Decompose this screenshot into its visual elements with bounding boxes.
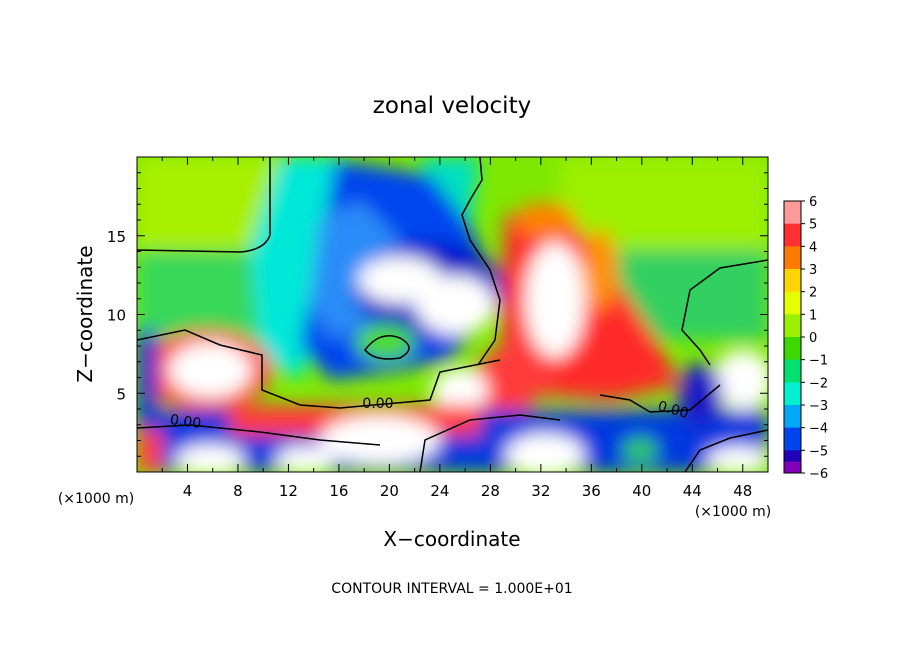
x-tick-label: 32 xyxy=(531,482,550,500)
colorbar-tick-label: 0 xyxy=(809,331,817,346)
colorbar-tick-label: −4 xyxy=(809,422,828,437)
colorbar-swatch xyxy=(784,382,801,406)
x-tick-label: 8 xyxy=(233,482,243,500)
contour-label: 0.00 xyxy=(362,396,393,412)
y-axis-label: Z−coordinate xyxy=(73,245,97,382)
contour-interval-note: CONTOUR INTERVAL = 1.000E+01 xyxy=(331,581,572,597)
colorbar-tick-label: −5 xyxy=(809,444,828,459)
colorbar-swatch xyxy=(784,405,801,429)
colorbar: 6 5 4 3 2 1 0 −1 −2 −3 −4 −5 −6 xyxy=(783,195,828,482)
colorbar-swatch xyxy=(784,223,801,247)
x-unit-right: (×1000 m) xyxy=(695,504,771,520)
colorbar-swatch xyxy=(784,427,801,451)
plot-area: 0.00 0.00 0.00 4 8 12 16 20 24 28 32 36 40 44 48 51… xyxy=(107,156,769,500)
x-tick-label: 36 xyxy=(582,482,601,500)
zero-contours xyxy=(137,157,768,472)
colorbar-swatch xyxy=(784,291,801,315)
colorbar-tick-label: 4 xyxy=(809,240,817,255)
x-ticks: 4 8 12 16 20 24 28 32 36 40 44 48 xyxy=(161,157,752,500)
colorbar-tick-label: −1 xyxy=(809,354,828,369)
y-tick-label: 10 xyxy=(107,307,126,325)
colorbar-swatch xyxy=(784,269,801,293)
colorbar-tick-label: −2 xyxy=(809,376,828,391)
colorbar-tick-label: 5 xyxy=(809,218,817,233)
y-ticks: 5 10 15 xyxy=(107,172,768,457)
x-axis-label: X−coordinate xyxy=(383,527,520,551)
colorbar-swatch xyxy=(784,246,801,270)
x-tick-label: 12 xyxy=(279,482,298,500)
x-tick-label: 20 xyxy=(380,482,399,500)
y-tick-label: 5 xyxy=(116,385,126,403)
x-tick-label: 4 xyxy=(183,482,193,500)
colorbar-swatch xyxy=(784,359,801,383)
colorbar-swatch xyxy=(784,337,801,361)
colorbar-swatch xyxy=(784,201,801,225)
x-tick-label: 40 xyxy=(632,482,651,500)
colorbar-tick-label: 1 xyxy=(809,308,817,323)
x-unit-left: (×1000 m) xyxy=(58,491,134,507)
colorbar-tick-label: −3 xyxy=(809,399,828,414)
x-tick-label: 48 xyxy=(733,482,752,500)
colorbar-swatch xyxy=(784,314,801,338)
y-tick-label: 15 xyxy=(107,228,126,246)
contour-label: 0.00 xyxy=(656,398,690,422)
velocity-field xyxy=(137,157,768,472)
chart-title: zonal velocity xyxy=(373,93,531,119)
colorbar-tick-label: 3 xyxy=(809,263,817,278)
x-tick-label: 28 xyxy=(481,482,500,500)
x-tick-label: 16 xyxy=(329,482,348,500)
colorbar-tick-label: 6 xyxy=(809,195,817,210)
colorbar-tick-label: 2 xyxy=(809,286,817,301)
x-tick-label: 24 xyxy=(430,482,449,500)
colorbar-tick-label: −6 xyxy=(809,467,828,482)
colorbar-swatch xyxy=(784,461,801,473)
x-tick-label: 44 xyxy=(683,482,702,500)
contour-label: 0.00 xyxy=(169,412,202,432)
